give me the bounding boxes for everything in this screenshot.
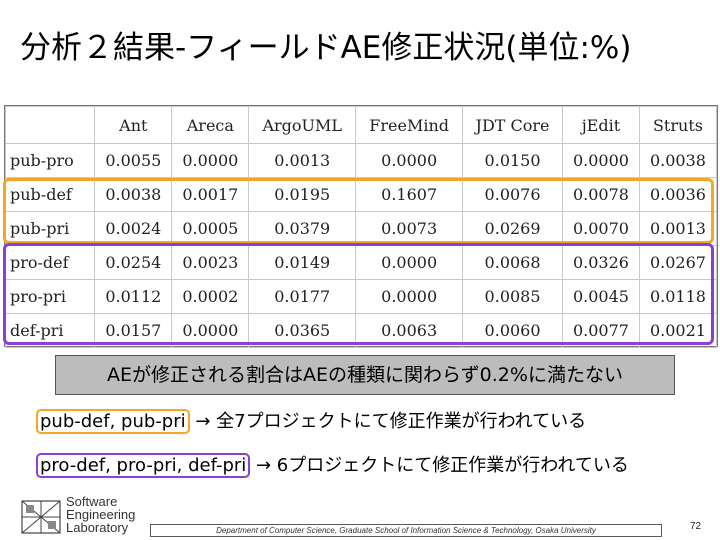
table-cell: 0.0038 bbox=[94, 177, 173, 212]
table-cell: 0.0000 bbox=[355, 143, 464, 178]
table-cell: 0.0177 bbox=[248, 279, 357, 314]
table-header-row: Ant Areca ArgoUML FreeMind JDT Core jEdi… bbox=[4, 106, 718, 144]
table-cell: 0.0013 bbox=[248, 143, 357, 178]
note-nonpublic-text: → 6プロジェクトにて修正作業が行われている bbox=[250, 455, 629, 476]
table-cell: 0.0000 bbox=[355, 279, 464, 314]
public-rows-highlight bbox=[3, 178, 714, 244]
table-cell: 0.0070 bbox=[561, 211, 640, 246]
row-label: pub-def bbox=[4, 177, 96, 212]
table-cell: 0.0149 bbox=[248, 245, 357, 280]
footer-affiliation: Department of Computer Science, Graduate… bbox=[150, 524, 662, 537]
table-cell: 0.0000 bbox=[355, 245, 464, 280]
summary-box: AEが修正される割合はAEの種類に関わらず0.2%に満たない bbox=[55, 355, 675, 395]
table-cell: 0.1607 bbox=[355, 177, 464, 212]
table-cell: 0.0150 bbox=[462, 143, 563, 178]
table-row: pub-pro 0.0055 0.0000 0.0013 0.0000 0.0150 0.0… bbox=[4, 143, 718, 178]
table-row: pub-pri 0.0024 0.0005 0.0379 0.0073 0.0269 0.0… bbox=[4, 211, 718, 246]
column-header bbox=[4, 106, 96, 144]
column-header: Struts bbox=[638, 106, 718, 144]
page-number: 72 bbox=[690, 521, 702, 532]
note-public-tag: pub-def, pub-pri bbox=[36, 409, 190, 434]
note-public: pub-def, pub-pri → 全7プロジェクトにて修正作業が行われている bbox=[36, 407, 586, 434]
table-cell: 0.0267 bbox=[638, 245, 718, 280]
table-cell: 0.0045 bbox=[561, 279, 640, 314]
table-cell: 0.0254 bbox=[94, 245, 173, 280]
column-header: jEdit bbox=[561, 106, 640, 144]
table-cell: 0.0055 bbox=[94, 143, 173, 178]
table-cell: 0.0085 bbox=[462, 279, 563, 314]
note-nonpublic: pro-def, pro-pri, def-pri → 6プロジェクトにて修正作… bbox=[36, 451, 629, 478]
column-header: Areca bbox=[171, 106, 250, 144]
slide-title: 分析２結果-フィールドAE修正状況(単位:%) bbox=[20, 30, 632, 66]
logo-line: Software bbox=[66, 494, 118, 509]
table-cell: 0.0076 bbox=[462, 177, 563, 212]
column-header: Ant bbox=[94, 106, 173, 144]
logo-line: Laboratory bbox=[66, 520, 129, 535]
lab-logo: Software Engineering Laboratory bbox=[20, 495, 170, 540]
table-cell: 0.0038 bbox=[638, 143, 718, 178]
row-label: pro-pri bbox=[4, 279, 96, 314]
table-row: pro-pri 0.0112 0.0002 0.0177 0.0000 0.0085 0.0… bbox=[4, 279, 718, 314]
table-cell: 0.0112 bbox=[94, 279, 173, 314]
table-cell: 0.0379 bbox=[248, 211, 357, 246]
table-cell: 0.0000 bbox=[171, 143, 250, 178]
row-label: pub-pri bbox=[4, 211, 96, 246]
table-cell: 0.0024 bbox=[94, 211, 173, 246]
column-header: JDT Core bbox=[462, 106, 563, 144]
lab-logo-text: Software Engineering Laboratory bbox=[66, 495, 135, 534]
table-cell: 0.0068 bbox=[462, 245, 563, 280]
column-header: FreeMind bbox=[355, 106, 464, 144]
table-cell: 0.0005 bbox=[171, 211, 250, 246]
table-cell: 0.0195 bbox=[248, 177, 357, 212]
table-cell: 0.0000 bbox=[561, 143, 640, 178]
note-nonpublic-tag: pro-def, pro-pri, def-pri bbox=[36, 453, 251, 478]
lab-logo-icon bbox=[21, 500, 61, 534]
table-cell: 0.0002 bbox=[171, 279, 250, 314]
row-label: pub-pro bbox=[4, 143, 96, 178]
column-header: ArgoUML bbox=[248, 106, 357, 144]
nonpublic-rows-highlight bbox=[3, 243, 714, 345]
table-row: pro-def 0.0254 0.0023 0.0149 0.0000 0.0068 0.0… bbox=[4, 245, 718, 280]
note-public-text: → 全7プロジェクトにて修正作業が行われている bbox=[189, 411, 587, 432]
logo-line: Engineering bbox=[66, 507, 136, 522]
